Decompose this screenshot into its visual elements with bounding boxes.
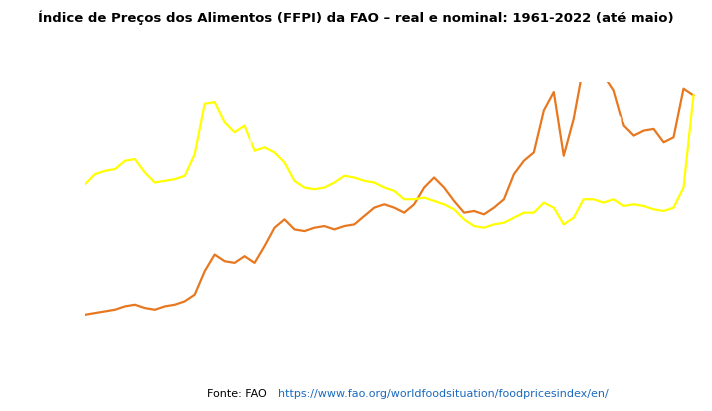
Text: Nominal: Nominal xyxy=(582,114,625,124)
Text: 2014-2016=100: 2014-2016=100 xyxy=(51,58,125,67)
Text: Real*: Real* xyxy=(230,136,257,146)
Text: Fonte: FAO: Fonte: FAO xyxy=(207,389,271,399)
Text: https://www.fao.org/worldfoodsituation/foodpricesindex/en/: https://www.fao.org/worldfoodsituation/f… xyxy=(278,389,609,399)
Text: FAO Food Price Index in nominal and real terms: FAO Food Price Index in nominal and real… xyxy=(238,45,517,58)
Text: Índice de Preços dos Alimentos (FFPI) da FAO – real e nominal: 1961-2022 (até ma: Índice de Preços dos Alimentos (FFPI) da… xyxy=(38,10,674,25)
